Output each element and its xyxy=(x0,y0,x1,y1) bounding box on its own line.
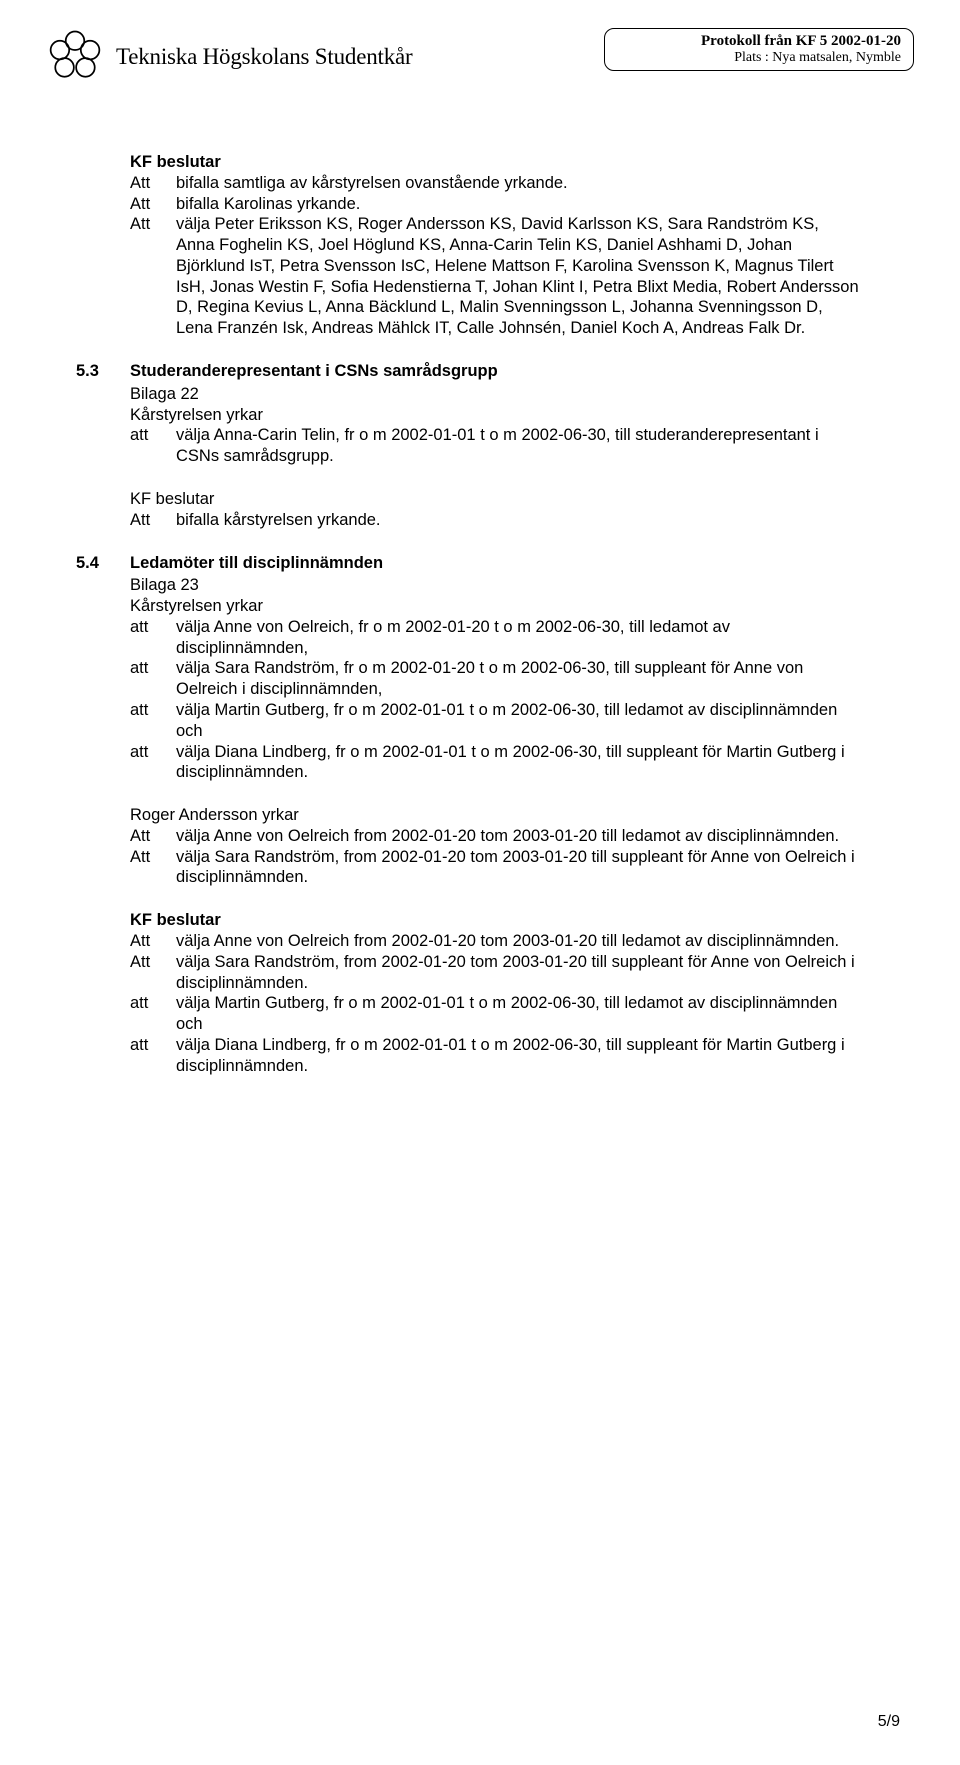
sec54-att1-row: attvälja Anne von Oelreich, fr o m 2002-… xyxy=(130,617,860,659)
section-5-4: 5.4 Ledamöter till disciplinnämnden Bila… xyxy=(130,553,860,784)
att-label: att xyxy=(130,658,176,679)
sec54-kyrkar: Kårstyrelsen yrkar xyxy=(130,596,860,617)
att-label: att xyxy=(130,425,176,446)
att-label: att xyxy=(130,1035,176,1056)
sec53-bilaga: Bilaga 22 xyxy=(130,384,860,405)
att-label: Att xyxy=(130,194,176,215)
att-label: Att xyxy=(130,931,176,952)
sec53-num: 5.3 xyxy=(76,361,130,382)
sec54-att1: välja Anne von Oelreich, fr o m 2002-01-… xyxy=(176,618,730,657)
roger-att1: välja Anne von Oelreich from 2002-01-20 … xyxy=(176,827,839,845)
kfb3-att4: välja Diana Lindberg, fr o m 2002-01-01 … xyxy=(176,1036,845,1075)
att-label: Att xyxy=(130,173,176,194)
kfb3-title: KF beslutar xyxy=(130,910,860,931)
header-right: Protokoll från KF 5 2002-01-20 Plats : N… xyxy=(604,28,914,71)
att-label: Att xyxy=(130,847,176,868)
kfb1-row2: Attbifalla Karolinas yrkande. xyxy=(130,194,860,215)
att-label: att xyxy=(130,617,176,638)
kfb3-att4-row: attvälja Diana Lindberg, fr o m 2002-01-… xyxy=(130,1035,860,1077)
kfb1-row3: Attvälja Peter Eriksson KS, Roger Anders… xyxy=(130,214,860,339)
kf-beslutar-1: KF beslutar Attbifalla samtliga av kårst… xyxy=(130,152,860,339)
protocol-title: Protokoll från KF 5 2002-01-20 xyxy=(617,33,901,50)
kfb3-att2-row: Attvälja Sara Randström, from 2002-01-20… xyxy=(130,952,860,994)
kfb3-att1: välja Anne von Oelreich from 2002-01-20 … xyxy=(176,932,839,950)
protocol-place: Plats : Nya matsalen, Nymble xyxy=(617,50,901,66)
kfb1-text1: bifalla samtliga av kårstyrelsen ovanstå… xyxy=(176,174,568,192)
kfb1-text2: bifalla Karolinas yrkande. xyxy=(176,195,360,213)
sec53-att: välja Anna-Carin Telin, fr o m 2002-01-0… xyxy=(176,426,819,465)
kfb1-row1: Attbifalla samtliga av kårstyrelsen ovan… xyxy=(130,173,860,194)
att-label: att xyxy=(130,742,176,763)
kfb1-title: KF beslutar xyxy=(130,152,860,173)
header-left: Tekniska Högskolans Studentkår xyxy=(46,28,412,86)
sec54-att4: välja Diana Lindberg, fr o m 2002-01-01 … xyxy=(176,743,845,782)
sec53-att-row: attvälja Anna-Carin Telin, fr o m 2002-0… xyxy=(130,425,860,467)
att-label: Att xyxy=(130,214,176,235)
sec54-heading: 5.4 Ledamöter till disciplinnämnden xyxy=(130,553,860,574)
sec54-att2: välja Sara Randström, fr o m 2002-01-20 … xyxy=(176,659,803,698)
att-label: Att xyxy=(130,826,176,847)
kfb2-text: bifalla kårstyrelsen yrkande. xyxy=(176,511,381,529)
roger-att2: välja Sara Randström, from 2002-01-20 to… xyxy=(176,848,855,887)
sec54-num: 5.4 xyxy=(76,553,130,574)
kfb3-att1-row: Attvälja Anne von Oelreich from 2002-01-… xyxy=(130,931,860,952)
sec54-bilaga: Bilaga 23 xyxy=(130,575,860,596)
sec54-att3: välja Martin Gutberg, fr o m 2002-01-01 … xyxy=(176,701,837,740)
att-label: Att xyxy=(130,952,176,973)
roger-att1-row: Attvälja Anne von Oelreich from 2002-01-… xyxy=(130,826,860,847)
section-5-3: 5.3 Studeranderepresentant i CSNs samråd… xyxy=(130,361,860,467)
kfb2-title: KF beslutar xyxy=(130,489,860,510)
sec54-att4-row: attvälja Diana Lindberg, fr o m 2002-01-… xyxy=(130,742,860,784)
page-header: Tekniska Högskolans Studentkår Protokoll… xyxy=(0,0,960,98)
kf-beslutar-2: KF beslutar Attbifalla kårstyrelsen yrka… xyxy=(130,489,860,531)
roger-att2-row: Attvälja Sara Randström, from 2002-01-20… xyxy=(130,847,860,889)
sec53-title: Studeranderepresentant i CSNs samrådsgru… xyxy=(130,361,498,382)
org-name: Tekniska Högskolans Studentkår xyxy=(116,44,412,70)
sec54-title: Ledamöter till disciplinnämnden xyxy=(130,553,383,574)
kfb3-att3: välja Martin Gutberg, fr o m 2002-01-01 … xyxy=(176,994,837,1033)
content: KF beslutar Attbifalla samtliga av kårst… xyxy=(0,98,960,1128)
sec53-kyrkar: Kårstyrelsen yrkar xyxy=(130,405,860,426)
kfb1-text3: välja Peter Eriksson KS, Roger Andersson… xyxy=(176,215,859,337)
kfb2-row: Attbifalla kårstyrelsen yrkande. xyxy=(130,510,860,531)
kf-beslutar-3: KF beslutar Attvälja Anne von Oelreich f… xyxy=(130,910,860,1076)
att-label: Att xyxy=(130,510,176,531)
att-label: att xyxy=(130,993,176,1014)
att-label: att xyxy=(130,700,176,721)
logo-icon xyxy=(46,28,104,86)
roger-block: Roger Andersson yrkar Attvälja Anne von … xyxy=(130,805,860,888)
sec54-att3-row: attvälja Martin Gutberg, fr o m 2002-01-… xyxy=(130,700,860,742)
page-number: 5/9 xyxy=(878,1713,900,1731)
kfb3-att2: välja Sara Randström, from 2002-01-20 to… xyxy=(176,953,855,992)
sec53-heading: 5.3 Studeranderepresentant i CSNs samråd… xyxy=(130,361,860,382)
sec54-att2-row: attvälja Sara Randström, fr o m 2002-01-… xyxy=(130,658,860,700)
kfb3-att3-row: attvälja Martin Gutberg, fr o m 2002-01-… xyxy=(130,993,860,1035)
roger-title: Roger Andersson yrkar xyxy=(130,805,860,826)
